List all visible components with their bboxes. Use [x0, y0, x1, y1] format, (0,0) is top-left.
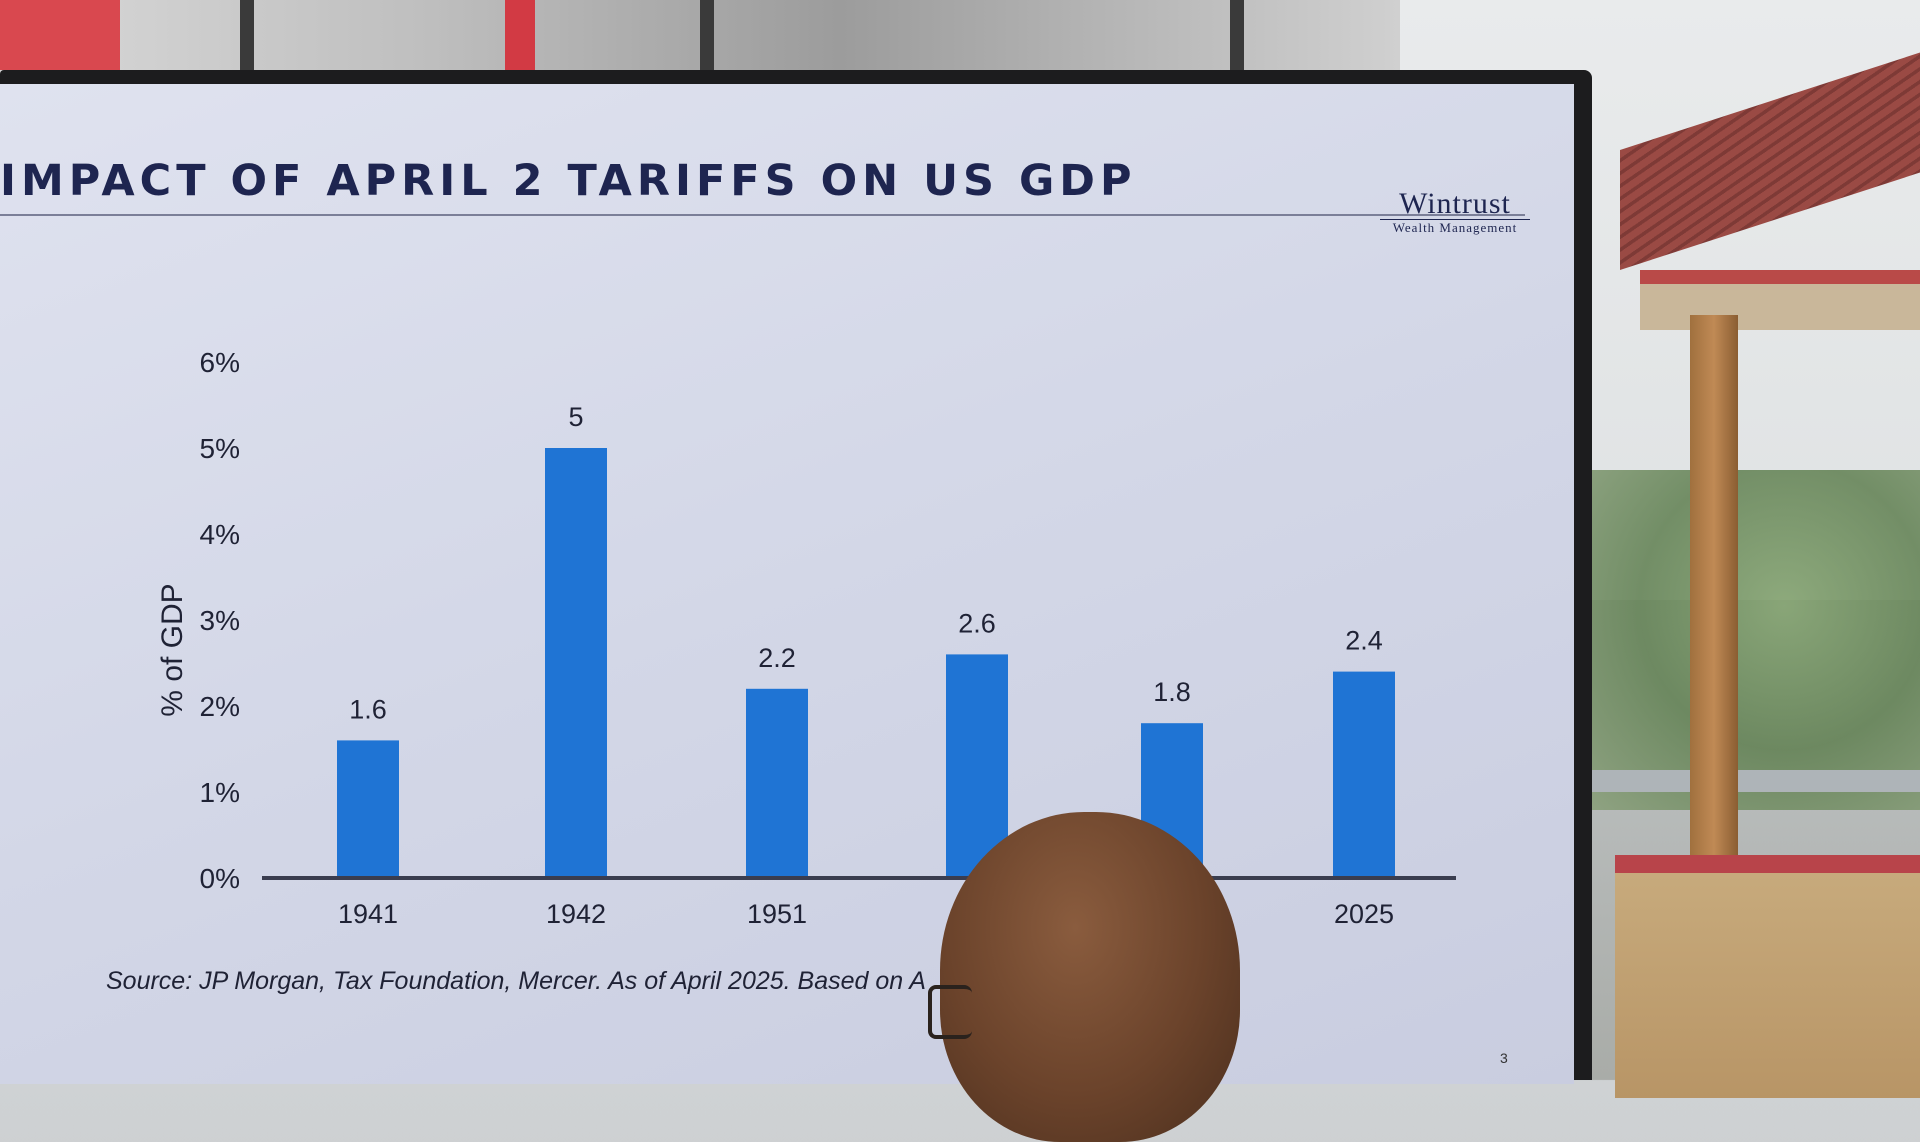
- viewer-glasses: [928, 985, 972, 1039]
- data-label: 1.8: [1153, 677, 1191, 707]
- data-label: 1.6: [349, 694, 387, 724]
- x-tick-label: 2025: [1334, 899, 1394, 929]
- title-divider: [0, 214, 1525, 216]
- pergola-post: [1690, 315, 1738, 855]
- data-label: 5: [568, 402, 583, 432]
- background-red-panel: [0, 0, 120, 70]
- y-tick-label: 6%: [200, 347, 240, 378]
- logo-subtitle: Wealth Management: [1392, 220, 1518, 235]
- bar: [1333, 671, 1395, 878]
- logo-wordmark: Wintrust: [1380, 189, 1530, 220]
- bar-chart: 0% 1% 2% 3% 4% 5% 6% % of GDP 1.6 1941 5 1942 2.2 195…: [156, 347, 1456, 929]
- source-note: Source: JP Morgan, Tax Foundation, Merce…: [106, 967, 926, 995]
- pergola-beam: [1640, 270, 1920, 330]
- y-axis-label: % of GDP: [156, 583, 189, 716]
- y-tick-label: 0%: [200, 863, 240, 894]
- y-tick-label: 1%: [200, 777, 240, 808]
- data-label: 2.4: [1345, 626, 1383, 656]
- monitor: IMPACT OF APRIL 2 TARIFFS ON US GDP Wint…: [0, 70, 1592, 1084]
- background-red-panel: [505, 0, 535, 80]
- slide-number: 3: [1500, 1050, 1508, 1066]
- y-tick-label: 4%: [200, 519, 240, 550]
- bar: [946, 654, 1008, 878]
- company-logo: Wintrust Wealth Management: [1380, 189, 1530, 236]
- x-tick-label: 1951: [747, 899, 807, 929]
- bar: [746, 688, 808, 878]
- y-tick-label: 2%: [200, 691, 240, 722]
- presentation-slide: IMPACT OF APRIL 2 TARIFFS ON US GDP Wint…: [0, 84, 1574, 1084]
- background-trees: [1580, 470, 1920, 810]
- slide-title: IMPACT OF APRIL 2 TARIFFS ON US GDP: [0, 156, 1137, 206]
- y-tick-label: 5%: [200, 433, 240, 464]
- x-tick-label: 1941: [338, 899, 398, 929]
- wooden-counter: [1615, 855, 1920, 1098]
- x-tick-label: 1942: [546, 899, 606, 929]
- data-label: 2.6: [958, 608, 996, 638]
- bar: [545, 448, 607, 878]
- viewer-head: [940, 812, 1240, 1142]
- bar: [337, 740, 399, 878]
- y-tick-label: 3%: [200, 605, 240, 636]
- guard-rail: [1585, 770, 1920, 792]
- data-label: 2.2: [758, 643, 796, 673]
